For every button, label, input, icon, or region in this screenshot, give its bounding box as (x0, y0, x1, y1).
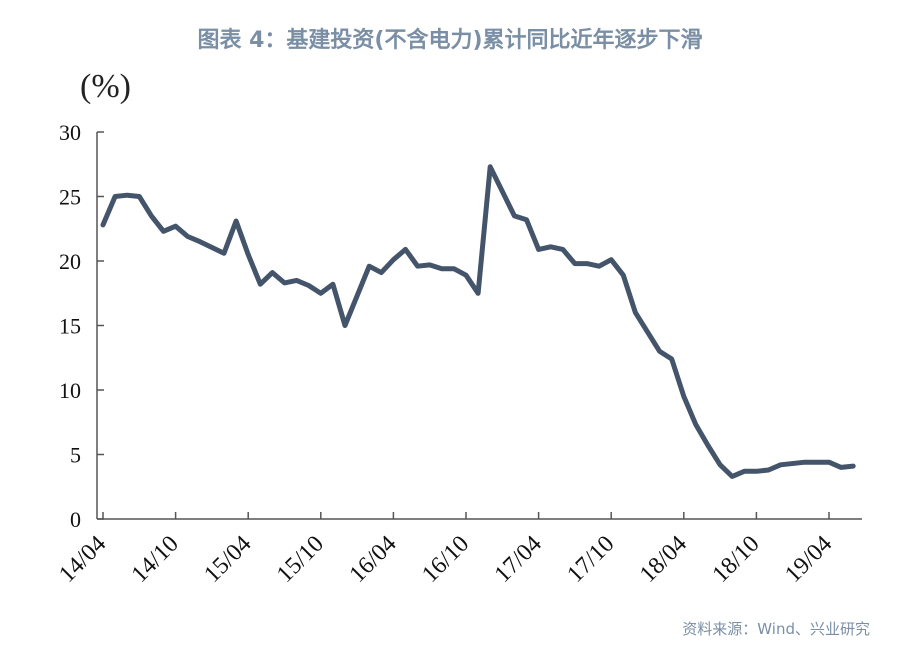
y-axis-tick-labels: 0 5 10 15 20 25 30 (59, 120, 81, 532)
x-tick-label: 19/04 (780, 531, 837, 588)
x-tick-label: 18/10 (708, 531, 765, 588)
x-tick-label: 15/10 (272, 531, 329, 588)
chart-axes (96, 131, 862, 520)
y-tick-label: 5 (70, 443, 81, 468)
y-tick-label: 15 (59, 314, 81, 339)
source-note: 资料来源：Wind、兴业研究 (682, 620, 870, 638)
x-tick-label: 14/10 (127, 531, 184, 588)
x-tick-label: 17/10 (562, 531, 619, 588)
x-tick-label: 16/10 (417, 531, 474, 588)
x-tick-label: 16/04 (345, 531, 402, 588)
y-tick-label: 0 (70, 507, 81, 532)
chart-title: 图表 4：基建投资(不含电力)累计同比近年逐步下滑 (197, 28, 703, 53)
x-tick-label: 14/04 (54, 531, 111, 588)
y-tick-label: 20 (59, 249, 81, 274)
series-line (100, 164, 856, 479)
y-tick-label: 30 (59, 120, 81, 145)
data-series (100, 164, 856, 479)
y-tick-label: 25 (59, 185, 81, 210)
x-tick-label: 17/04 (490, 531, 547, 588)
x-tick-label: 18/04 (635, 531, 692, 588)
y-tick-label: 10 (59, 378, 81, 403)
x-axis-tick-labels: 14/04 14/10 15/04 15/10 16/04 16/10 17/04 17/10… (54, 531, 837, 588)
y-axis-unit-label: (%) (80, 68, 131, 105)
x-tick-label: 15/04 (199, 531, 256, 588)
